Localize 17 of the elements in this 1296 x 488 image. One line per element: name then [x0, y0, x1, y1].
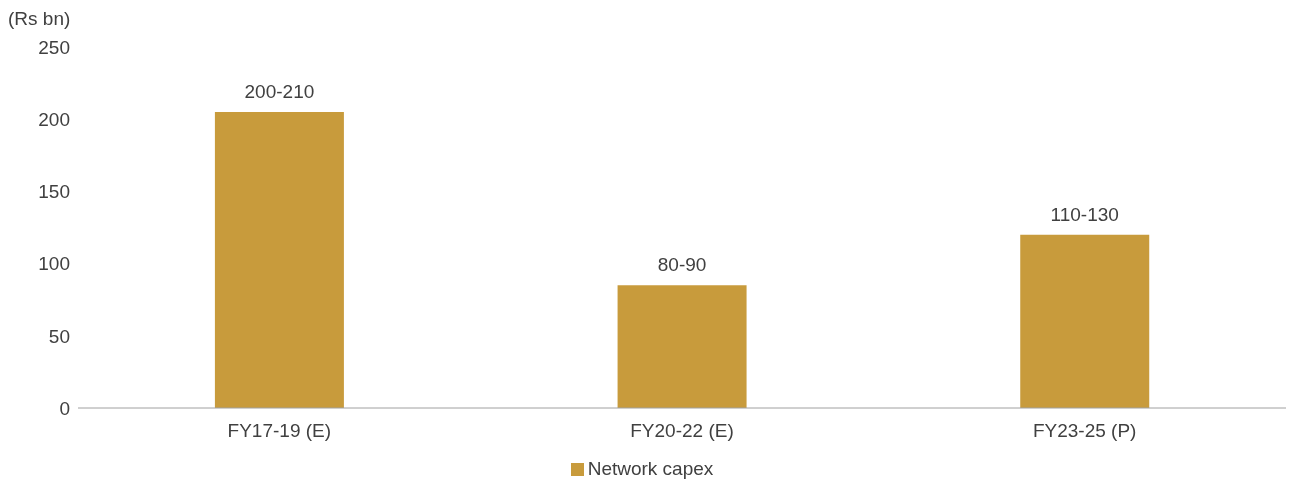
y-axis-title: (Rs bn): [8, 8, 71, 30]
y-tick-label: 250: [38, 36, 70, 58]
y-tick-label: 150: [38, 181, 70, 203]
legend-label: Network capex: [587, 458, 714, 479]
data-label: 200-210: [244, 80, 315, 102]
bar: [214, 111, 344, 408]
x-tick-label: FY23-25 (P): [1032, 420, 1137, 442]
y-tick-label: 0: [59, 397, 70, 419]
bar: [1020, 234, 1150, 408]
x-tick-label: FY20-22 (E): [630, 420, 734, 442]
data-label: 110-130: [1050, 203, 1119, 225]
y-tick-label: 200: [38, 108, 70, 130]
y-tick-label: 50: [48, 325, 70, 347]
y-tick-label: 100: [38, 253, 70, 275]
data-label: 80-90: [657, 254, 707, 276]
bar: [617, 285, 747, 408]
x-tick-label: FY17-19 (E): [227, 420, 332, 442]
